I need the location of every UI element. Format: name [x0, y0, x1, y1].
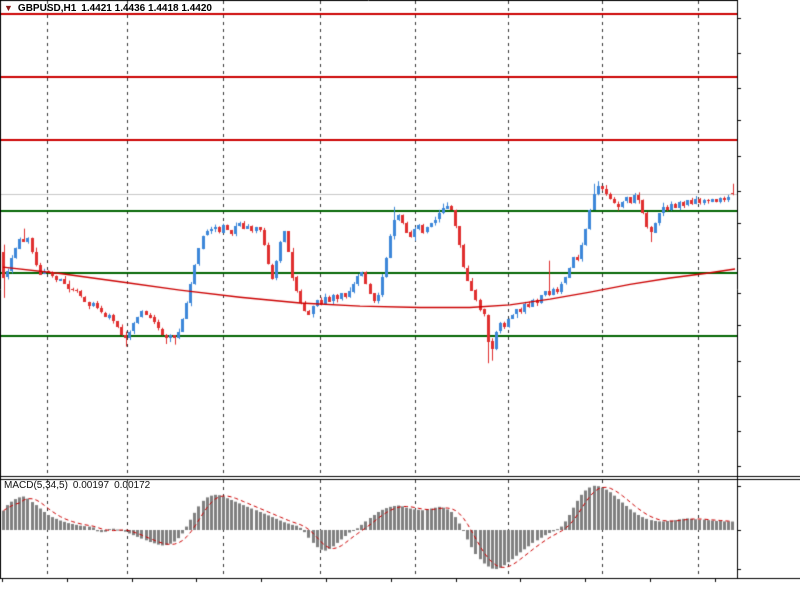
time-scale-axis[interactable]: 22 Jan 201625 Jan 09:0026 Jan 01:0026 Ja… — [0, 579, 800, 600]
macd-signal-value: 0.00172 — [114, 480, 151, 491]
symbol-dropdown-icon[interactable]: ▼ — [4, 3, 13, 13]
macd-label-row: MACD(5,34,5) 0.00197 0.00172 — [4, 480, 150, 492]
chart-title-symbol: GBPUSD,H1 — [17, 2, 77, 14]
macd-value: 0.00197 — [72, 480, 110, 491]
macd-indicator-label: MACD(5,34,5) — [4, 480, 68, 491]
chart-title-ohlc: 1.4421 1.4436 1.4418 1.4420 — [81, 2, 212, 14]
chart-title-row: ▼ GBPUSD,H1 1.4421 1.4436 1.4418 1.4420 — [4, 2, 212, 14]
macd-scale-axis[interactable]: 0.010280.00-0.00907 — [738, 480, 800, 578]
price-scale-axis[interactable]: 1.46951.46401.45851.45351.44801.44251.43… — [738, 0, 800, 476]
